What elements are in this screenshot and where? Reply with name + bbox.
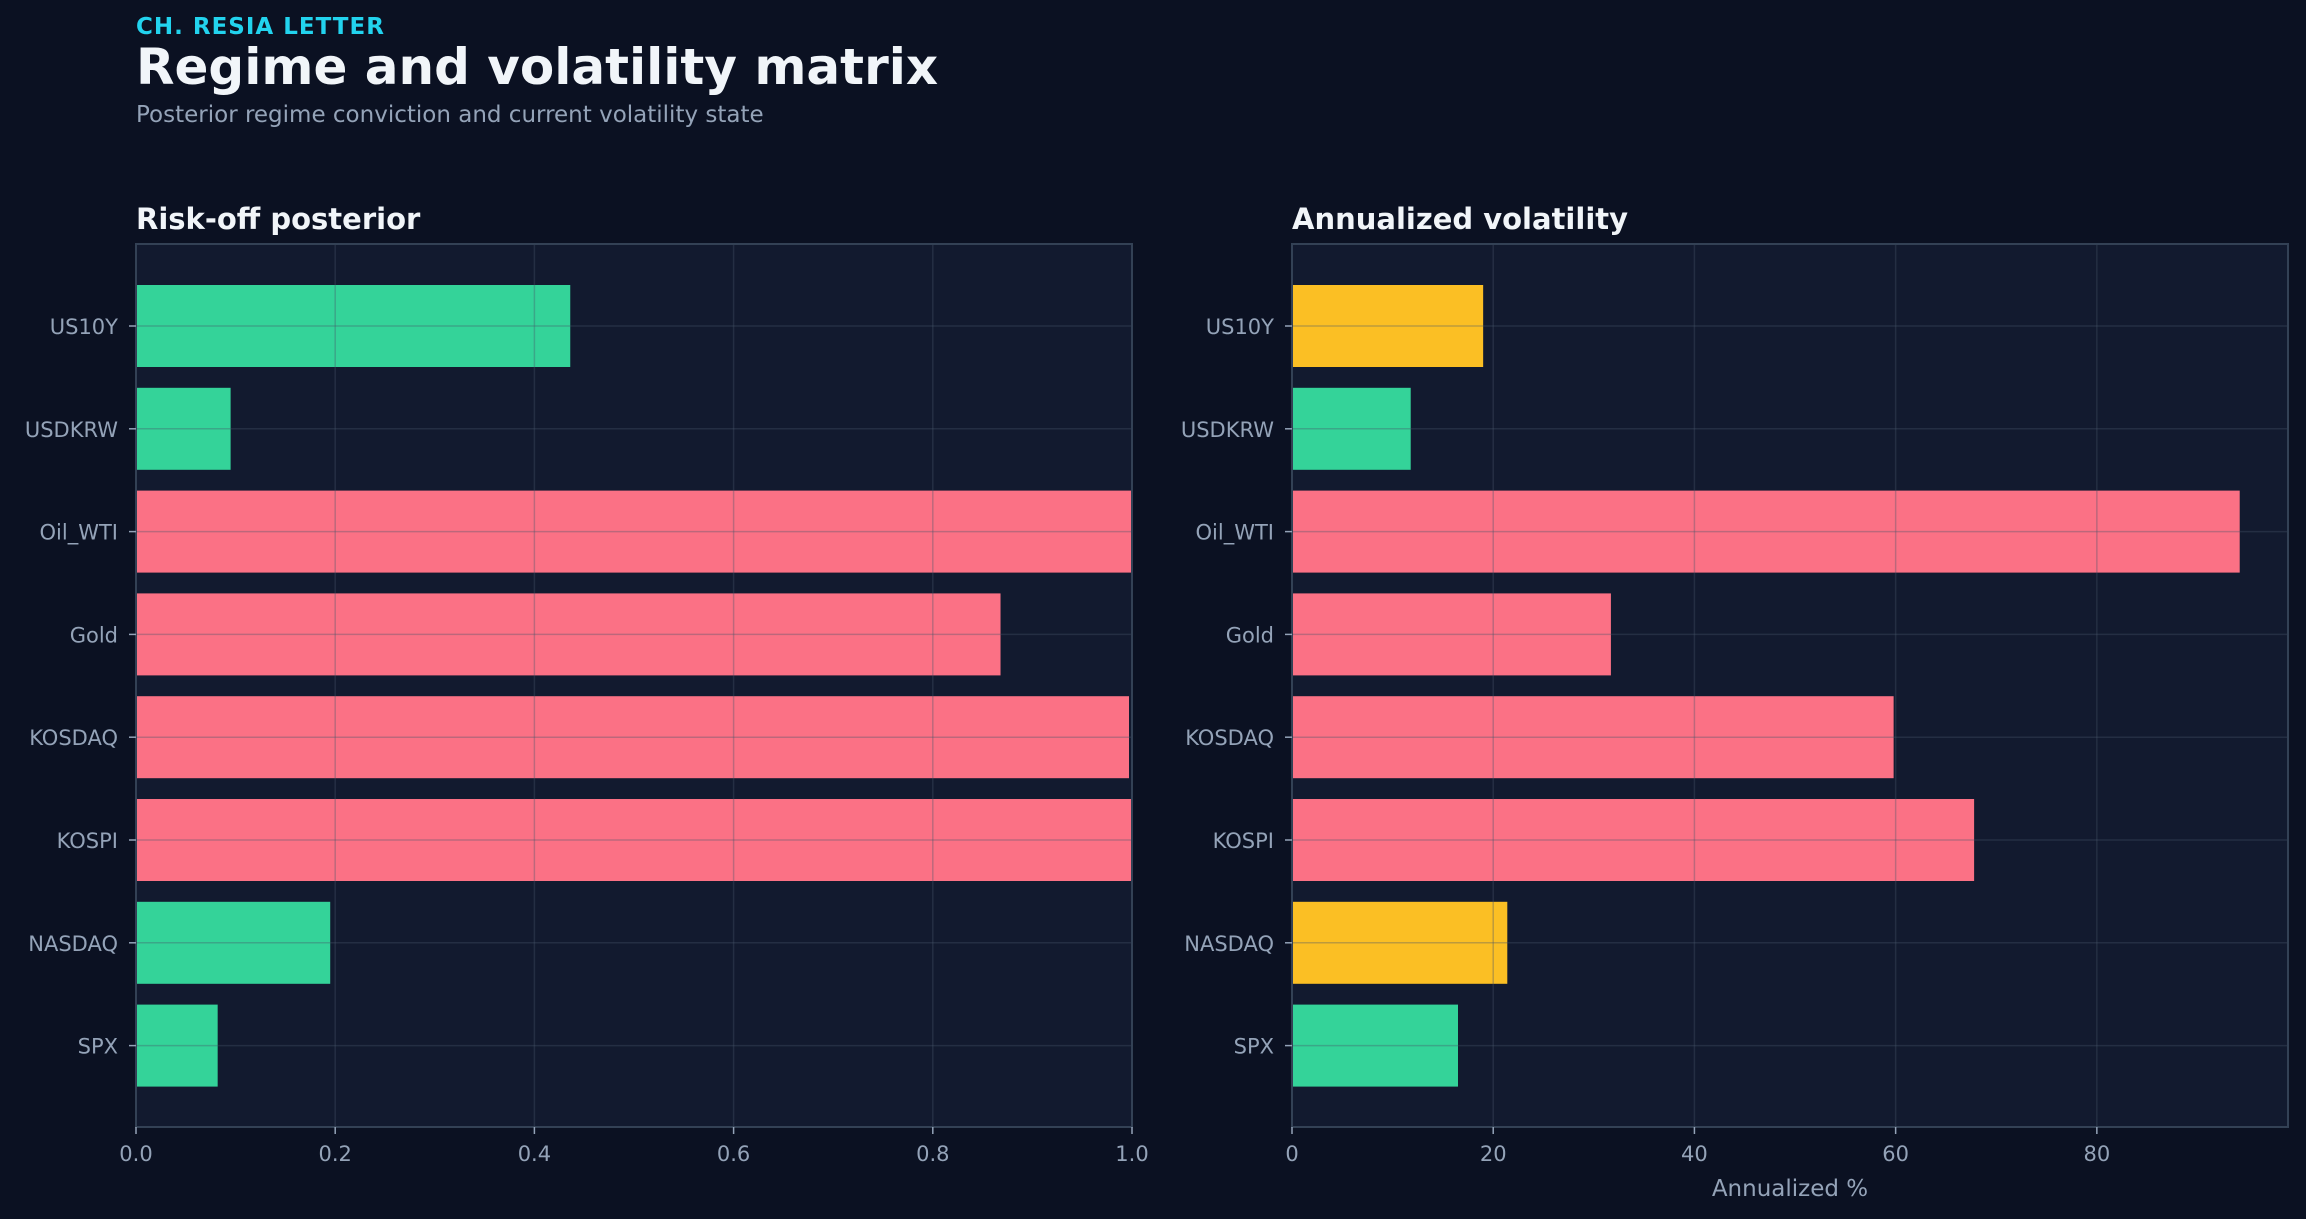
y-tick-label: KOSPI <box>57 829 118 853</box>
y-tick-label: KOSDAQ <box>1185 726 1274 750</box>
bar-us10y <box>1292 285 1484 367</box>
x-axis-label: Annualized % <box>1712 1176 1868 1202</box>
x-tick-label: 1.0 <box>1115 1142 1148 1166</box>
y-tick-label: USDKRW <box>1181 418 1274 442</box>
page-subtitle: Posterior regime conviction and current … <box>136 102 764 128</box>
x-tick-label: 0.2 <box>318 1142 351 1166</box>
chart-title: Annualized volatility <box>1292 202 1628 236</box>
plot-area <box>1292 244 2288 1127</box>
bar-kospi <box>136 799 1132 881</box>
bar-nasdaq <box>1292 901 1508 984</box>
x-tick-label: 0.0 <box>119 1142 152 1166</box>
bar-kosdaq <box>136 696 1130 779</box>
y-tick-label: KOSPI <box>1213 829 1274 853</box>
x-tick-label: 0.4 <box>518 1142 551 1166</box>
bar-spx <box>1292 1004 1458 1087</box>
bar-nasdaq <box>136 901 331 984</box>
x-tick-label: 20 <box>1480 1142 1507 1166</box>
y-tick-label: KOSDAQ <box>29 726 118 750</box>
x-tick-label: 0.8 <box>916 1142 949 1166</box>
bar-oil-wti <box>136 490 1132 573</box>
y-tick-label: US10Y <box>50 315 118 339</box>
plot-frame <box>135 243 1133 1128</box>
header-kicker: CH. RESIA LETTER <box>136 14 385 40</box>
x-tick-label: 60 <box>1882 1142 1909 1166</box>
y-tick-label: Oil_WTI <box>40 521 118 546</box>
x-tick-label: 0.6 <box>717 1142 750 1166</box>
risk-off-posterior-chart: Risk-off posterior US10Y USDKRW Oil_WTI Gold… <box>25 202 1149 1166</box>
y-tick-label: Oil_WTI <box>1196 521 1274 546</box>
bar-usdkrw <box>1292 387 1411 470</box>
x-tick-label: 40 <box>1681 1142 1708 1166</box>
y-tick-label: SPX <box>1234 1035 1274 1059</box>
bar-spx <box>136 1004 218 1087</box>
x-tick-label: 0 <box>1285 1142 1298 1166</box>
y-tick-label: US10Y <box>1206 315 1274 339</box>
x-tick-label: 80 <box>2083 1142 2110 1166</box>
y-tick-label: NASDAQ <box>1184 932 1274 956</box>
y-tick-label: Gold <box>70 623 118 647</box>
y-tick-label: USDKRW <box>25 418 118 442</box>
bar-us10y <box>136 285 571 367</box>
plot-frame <box>1291 243 2289 1128</box>
bar-gold <box>136 593 1001 676</box>
bar-usdkrw <box>136 387 231 470</box>
page-title: Regime and volatility matrix <box>136 38 939 96</box>
bar-gold <box>1292 593 1611 676</box>
y-tick-label: Gold <box>1226 623 1274 647</box>
chart-title: Risk-off posterior <box>136 202 421 236</box>
y-tick-label: NASDAQ <box>28 932 118 956</box>
plot-area <box>136 244 1132 1127</box>
y-tick-label: SPX <box>78 1035 118 1059</box>
bar-oil-wti <box>1292 490 2240 573</box>
annualized-volatility-chart: Annualized volatility US10Y USDKRW Oil_WTI G… <box>1181 202 2289 1202</box>
bar-kosdaq <box>1292 696 1894 779</box>
bar-kospi <box>1292 799 1975 881</box>
